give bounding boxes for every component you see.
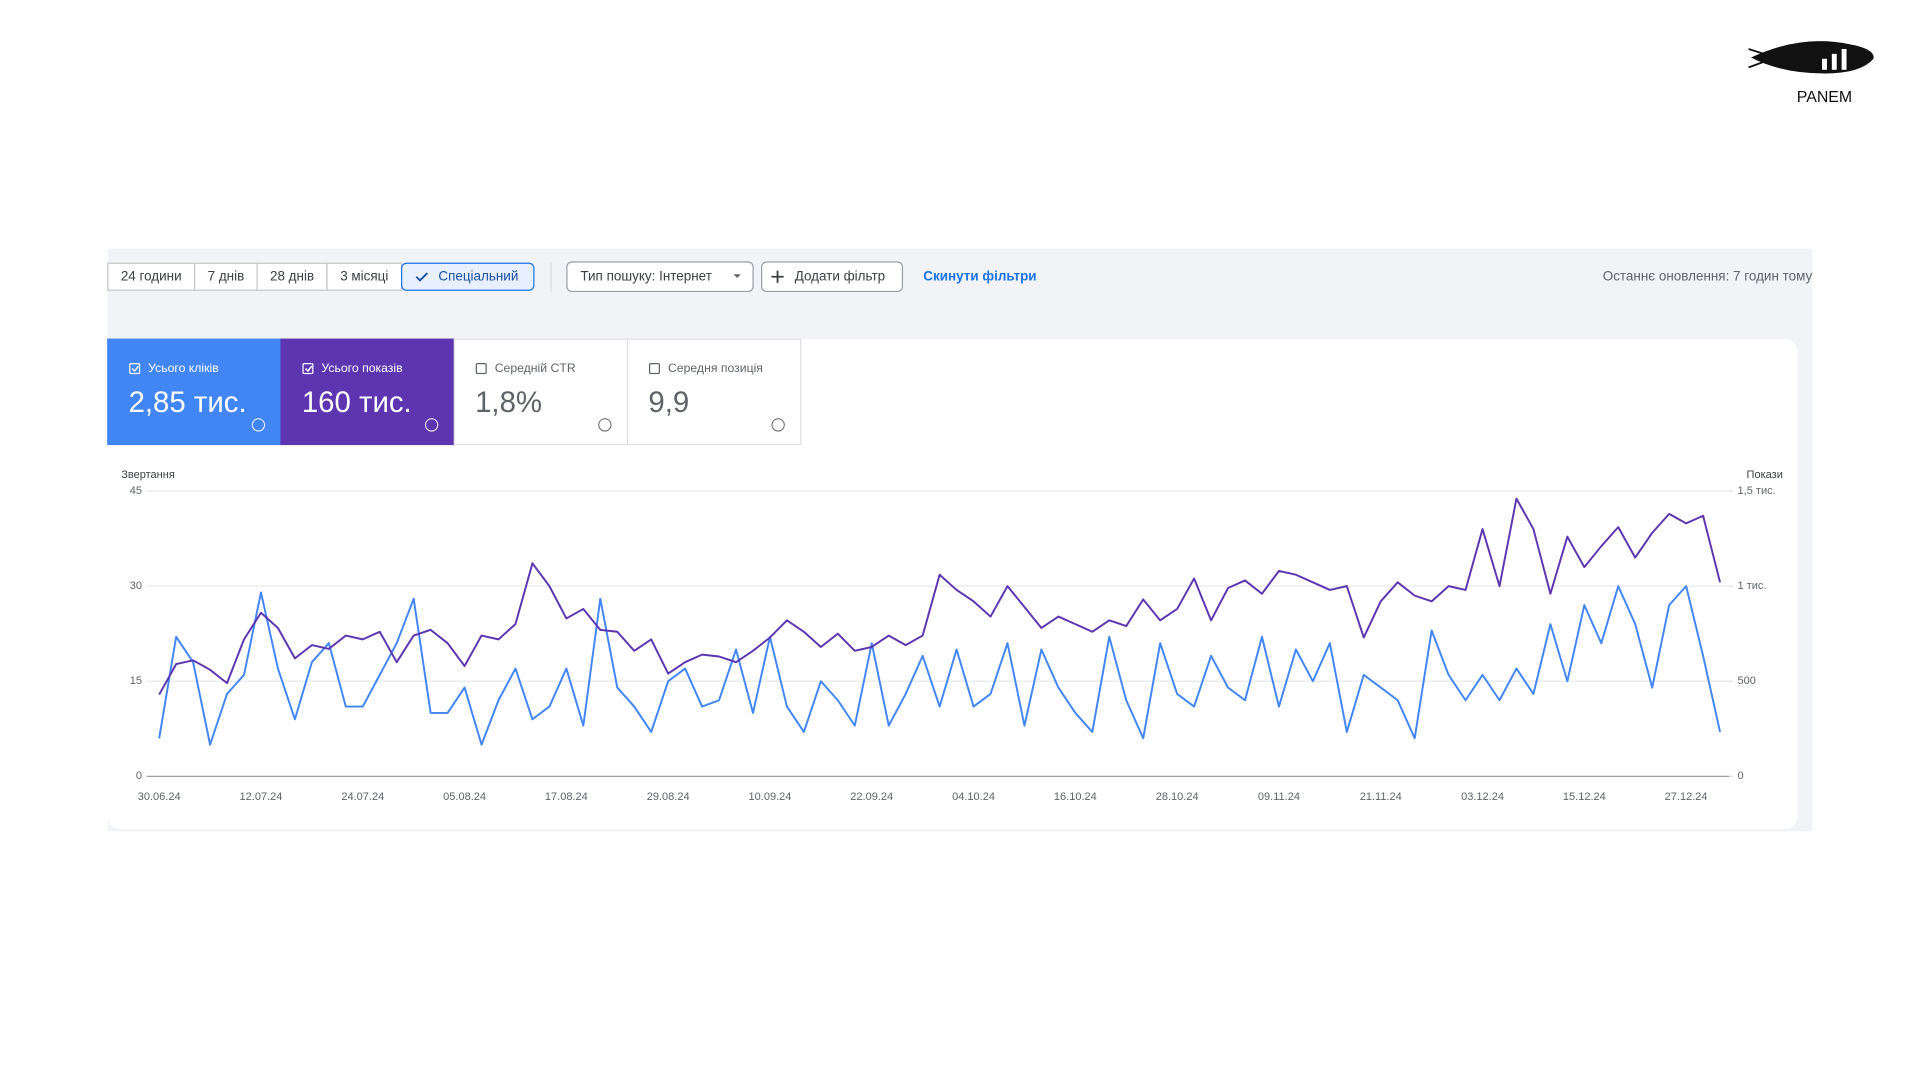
- help-icon: [425, 418, 439, 432]
- date-range-button[interactable]: 3 місяці: [326, 262, 403, 291]
- button-bg: [256, 262, 328, 291]
- reset-filters-link[interactable]: Скинути фільтри: [923, 268, 1036, 283]
- y-tick-label: 15: [130, 675, 142, 687]
- button-bg: [761, 261, 904, 293]
- metric-card[interactable]: Середній CTR 1,8%: [453, 338, 629, 446]
- metrics: Усього кліків 2,85 тис. Усього показів 160 …: [107, 338, 802, 446]
- metric-value: 1,8%: [475, 386, 542, 419]
- y-axis-label: Звертання: [121, 469, 175, 481]
- metric-label: Усього кліків: [148, 361, 219, 375]
- logo-bar: [1841, 48, 1847, 70]
- checkbox: [475, 363, 487, 375]
- plus-icon: [771, 270, 784, 283]
- button-label: Спеціальний: [438, 268, 518, 283]
- x-tick-label: 28.10.24: [1156, 791, 1199, 803]
- x-tick-label: 27.12.24: [1665, 791, 1708, 803]
- chart-card: [107, 339, 1798, 829]
- series-line: [158, 497, 1722, 696]
- chart: Звертання Покази 0 15 30 45 0 500 1 тис. 1,5 тис.…: [121, 469, 1783, 803]
- logo-bar: [1822, 58, 1827, 70]
- metric-label: Середня позиція: [668, 361, 763, 375]
- help-icon: [771, 418, 785, 432]
- date-range-button[interactable]: Спеціальний: [401, 262, 535, 291]
- button-bg: [194, 262, 258, 291]
- logo-bar: [1831, 53, 1837, 70]
- metric-label: Середній CTR: [495, 361, 576, 375]
- metric-card[interactable]: Усього показів 160 тис.: [280, 338, 455, 446]
- dropdown-bg: [566, 261, 754, 293]
- x-tick-label: 05.08.24: [443, 791, 486, 803]
- date-range-button[interactable]: 7 днів: [194, 262, 258, 291]
- y2-tick-label: 1 тис.: [1738, 580, 1767, 592]
- metric-label: Усього показів: [321, 361, 402, 375]
- checkbox: [648, 363, 660, 375]
- y2-tick-label: 500: [1738, 675, 1756, 687]
- y2-axis-label: Покази: [1747, 469, 1783, 481]
- x-tick-label: 24.07.24: [341, 791, 384, 803]
- metric-value: 160 тис.: [302, 386, 412, 419]
- x-tick-label: 15.12.24: [1563, 791, 1606, 803]
- help-icon: [598, 418, 612, 432]
- metric-card[interactable]: Середня позиція 9,9: [626, 338, 802, 446]
- logo-tail: [1748, 48, 1779, 69]
- checkbox: [129, 363, 141, 375]
- y2-tick-label: 1,5 тис.: [1738, 485, 1776, 497]
- x-tick-label: 22.09.24: [850, 791, 893, 803]
- last-update: Останнє оновлення: 7 годин тому: [1603, 268, 1813, 283]
- search-type-dropdown[interactable]: Тип пошуку: Інтернет: [566, 261, 754, 293]
- check-icon: [415, 272, 428, 282]
- logo: PANEM: [1748, 41, 1874, 106]
- x-tick-label: 04.10.24: [952, 791, 995, 803]
- y-tick-label: 45: [130, 485, 142, 497]
- help-icon: [251, 418, 265, 432]
- x-tick-label: 29.08.24: [647, 791, 690, 803]
- logo-text: PANEM: [1797, 89, 1852, 106]
- checkbox-tick: [131, 365, 139, 373]
- date-range-button[interactable]: 28 днів: [256, 262, 328, 291]
- metric-value: 2,85 тис.: [129, 386, 247, 419]
- dropdown-label: Тип пошуку: Інтернет: [580, 268, 711, 283]
- date-range-button[interactable]: 24 години: [107, 262, 196, 291]
- x-tick-label: 21.11.24: [1360, 791, 1402, 803]
- button-bg: [326, 262, 403, 291]
- x-tick-label: 16.10.24: [1054, 791, 1097, 803]
- x-tick-label: 17.08.24: [545, 791, 588, 803]
- series-line: [158, 585, 1722, 746]
- metric-card[interactable]: Усього кліків 2,85 тис.: [107, 338, 282, 446]
- add-filter-button[interactable]: Додати фільтр: [761, 261, 904, 293]
- button-label: 28 днів: [270, 268, 314, 283]
- y2-tick-label: 0: [1738, 770, 1744, 782]
- checkbox: [302, 363, 314, 375]
- toolbar: 24 години 7 днів 28 днів 3 місяці Спеціальни…: [107, 261, 1813, 293]
- dropdown-arrow: [733, 274, 741, 278]
- checkbox-tick: [304, 365, 313, 373]
- button-label: 24 години: [121, 268, 182, 283]
- metric-value: 9,9: [648, 386, 689, 419]
- x-tick-label: 30.06.24: [138, 791, 181, 803]
- y-tick-label: 30: [130, 580, 142, 592]
- button-label: Додати фільтр: [795, 268, 885, 283]
- x-tick-label: 12.07.24: [240, 791, 283, 803]
- x-tick-label: 09.11.24: [1258, 791, 1300, 803]
- button-label: 7 днів: [208, 268, 245, 283]
- x-tick-label: 10.09.24: [749, 791, 792, 803]
- y-tick-label: 0: [136, 770, 142, 782]
- button-bg: [401, 262, 535, 291]
- button-label: 3 місяці: [340, 268, 388, 283]
- x-tick-label: 03.12.24: [1461, 791, 1504, 803]
